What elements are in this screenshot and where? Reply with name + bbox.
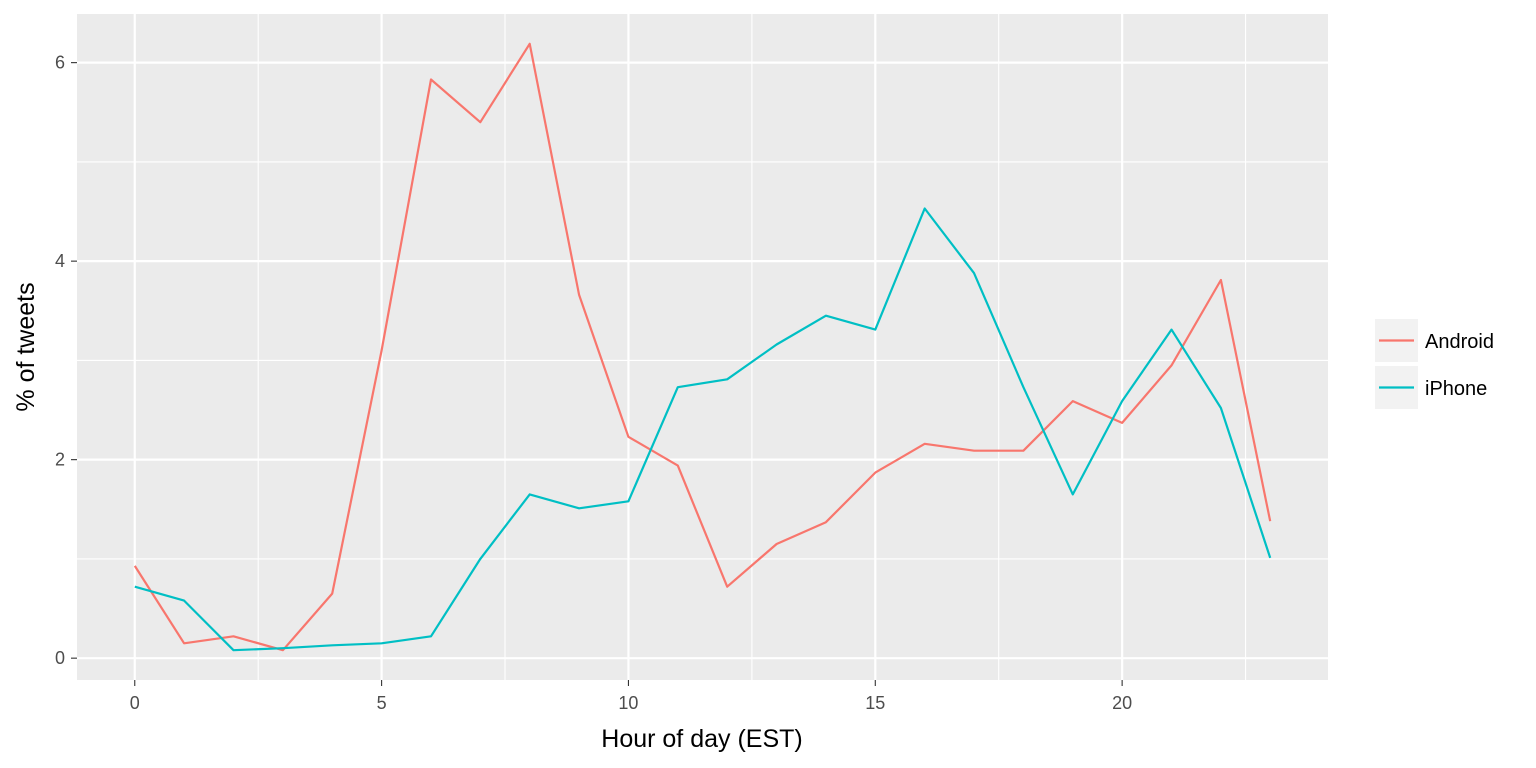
legend: Android iPhone xyxy=(1375,319,1494,409)
minor-gridlines xyxy=(77,14,1328,680)
panel-background xyxy=(77,14,1328,680)
x-axis: 0 5 10 15 20 xyxy=(130,680,1132,713)
x-tick-label: 10 xyxy=(618,693,638,713)
major-gridlines xyxy=(77,14,1328,680)
x-tick-label: 15 xyxy=(865,693,885,713)
x-tick-label: 20 xyxy=(1112,693,1132,713)
series-line-iphone xyxy=(134,207,1272,652)
y-tick-label: 2 xyxy=(55,450,65,470)
series-line-android xyxy=(133,42,1272,652)
x-axis-title: Hour of day (EST) xyxy=(601,725,802,753)
y-tick-label: 6 xyxy=(55,53,65,73)
y-axis-title: % of tweets xyxy=(12,282,40,411)
legend-label-android: Android xyxy=(1425,331,1494,353)
y-tick-label: 0 xyxy=(55,648,65,668)
legend-label-iphone: iPhone xyxy=(1425,378,1487,400)
x-tick-label: 5 xyxy=(377,693,387,713)
y-tick-label: 4 xyxy=(55,251,65,271)
series-lines xyxy=(133,42,1272,652)
x-tick-label: 0 xyxy=(130,693,140,713)
y-axis: 0 2 4 6 xyxy=(55,53,77,668)
